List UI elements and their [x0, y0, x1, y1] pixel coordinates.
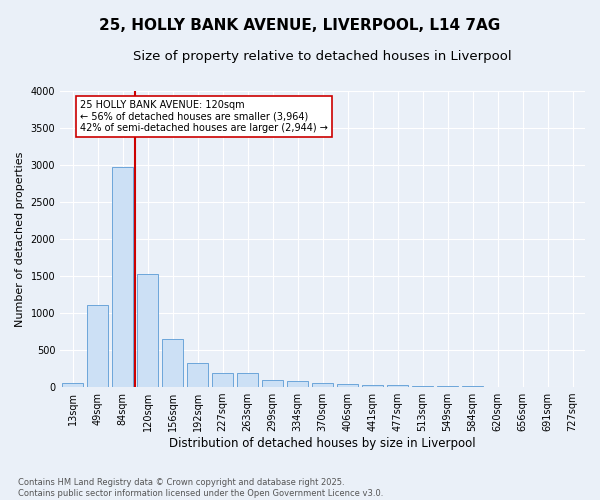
Title: Size of property relative to detached houses in Liverpool: Size of property relative to detached ho… [133, 50, 512, 63]
Bar [362, 385, 383, 387]
Bar [62, 383, 83, 387]
Bar [312, 383, 333, 387]
Bar [387, 385, 408, 387]
Bar [137, 274, 158, 387]
X-axis label: Distribution of detached houses by size in Liverpool: Distribution of detached houses by size … [169, 437, 476, 450]
Bar [412, 386, 433, 387]
Bar [237, 374, 258, 387]
Bar [212, 372, 233, 387]
Bar [337, 384, 358, 387]
Bar [287, 381, 308, 387]
Y-axis label: Number of detached properties: Number of detached properties [15, 151, 25, 326]
Bar [262, 380, 283, 387]
Bar [187, 362, 208, 387]
Bar [162, 339, 183, 387]
Text: 25, HOLLY BANK AVENUE, LIVERPOOL, L14 7AG: 25, HOLLY BANK AVENUE, LIVERPOOL, L14 7A… [100, 18, 500, 32]
Text: Contains HM Land Registry data © Crown copyright and database right 2025.
Contai: Contains HM Land Registry data © Crown c… [18, 478, 383, 498]
Bar [437, 386, 458, 387]
Text: 25 HOLLY BANK AVENUE: 120sqm
← 56% of detached houses are smaller (3,964)
42% of: 25 HOLLY BANK AVENUE: 120sqm ← 56% of de… [80, 100, 328, 134]
Bar [112, 167, 133, 387]
Bar [87, 305, 108, 387]
Bar [462, 386, 483, 387]
